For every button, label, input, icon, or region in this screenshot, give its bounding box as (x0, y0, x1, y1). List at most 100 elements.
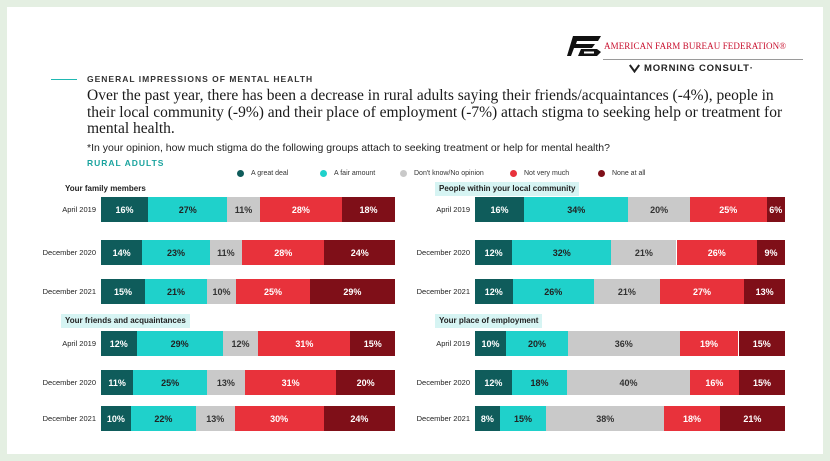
bar-segment-dont-know: 20% (628, 197, 690, 222)
legend-label: Don't know/No opinion (414, 169, 484, 177)
row-label: December 2021 (42, 287, 96, 296)
afbf-logo-text: AMERICAN FARM BUREAU FEDERATION® (604, 41, 787, 51)
legend-swatch (237, 169, 244, 177)
afbf-logo: AMERICAN FARM BUREAU FEDERATION® (567, 36, 786, 56)
bar-segment-none-at-all: 24% (324, 240, 395, 265)
bar-segment-a-fair-amount: 20% (506, 331, 568, 356)
bar-segment-dont-know: 11% (209, 240, 243, 265)
bar-segment-dont-know: 38% (546, 406, 665, 431)
bar-segment-a-great-deal: 10% (101, 406, 131, 431)
bar-segment-dont-know: 12% (222, 331, 259, 356)
bar-segment-not-very-much: 18% (664, 406, 720, 431)
bar-segment-not-very-much: 28% (259, 197, 343, 222)
panel-title: Your friends and acquaintances (61, 314, 190, 328)
bar-segment-dont-know: 40% (567, 370, 690, 395)
legend-swatch (598, 169, 605, 177)
legend-item-not-very-much: Not very much (510, 167, 569, 179)
row-label: December 2021 (416, 414, 470, 423)
bar-segment-a-great-deal: 14% (101, 240, 143, 265)
bar-segment-dont-know: 10% (206, 279, 237, 304)
legend-label: Not very much (524, 169, 570, 177)
bar-segment-a-great-deal: 15% (101, 279, 146, 304)
panel-title: People within your local community (435, 182, 580, 196)
bar-segment-a-great-deal: 12% (101, 331, 137, 356)
bar-segment-a-fair-amount: 21% (145, 279, 207, 304)
bar-segment-not-very-much: 26% (676, 240, 758, 265)
bar-segment-a-great-deal: 11% (101, 370, 134, 395)
morning-consult-logo: MORNING CONSULT· (629, 63, 754, 74)
bar-segment-a-great-deal: 12% (475, 240, 513, 265)
row-label: April 2019 (436, 205, 470, 214)
legend-label: None at all (612, 169, 646, 177)
bar-segment-dont-know: 13% (206, 370, 246, 395)
bar-segment-none-at-all: 15% (738, 331, 785, 356)
bar-segment-none-at-all: 24% (323, 406, 395, 431)
bar-segment-dont-know: 21% (611, 240, 677, 265)
legend-label: A great deal (251, 169, 289, 177)
bar-segment-none-at-all: 6% (766, 197, 785, 222)
bar-segment-none-at-all: 20% (336, 370, 395, 395)
headline: Over the past year, there has been a dec… (87, 87, 783, 137)
bar-segment-not-very-much: 27% (659, 279, 745, 304)
farm-bureau-logo-icon (567, 36, 601, 56)
bar-segment-a-fair-amount: 22% (130, 406, 197, 431)
row-label: April 2019 (436, 339, 470, 348)
legend-swatch (320, 169, 327, 177)
bar-segment-not-very-much: 31% (245, 370, 337, 395)
bar-segment-not-very-much: 28% (242, 240, 325, 265)
bar-segment-none-at-all: 18% (342, 197, 395, 222)
legend-item-a-fair-amount: A fair amount (320, 167, 375, 179)
bar-segment-none-at-all: 15% (738, 370, 785, 395)
section-title: GENERAL IMPRESSIONS OF MENTAL HEALTH (87, 74, 314, 84)
bar-segment-a-great-deal: 12% (475, 370, 512, 395)
bar-segment-a-fair-amount: 15% (499, 406, 547, 431)
survey-question: *In your opinion, how much stigma do the… (87, 142, 610, 154)
bar-segment-not-very-much: 25% (236, 279, 310, 304)
subgroup-label: RURAL ADULTS (87, 158, 165, 168)
bar-segment-a-great-deal: 12% (475, 279, 513, 304)
bar-segment-dont-know: 36% (568, 331, 680, 356)
legend-swatch (510, 169, 517, 177)
panel-title: Your family members (65, 184, 146, 193)
row-label: December 2020 (42, 248, 96, 257)
morning-consult-m-icon (629, 64, 640, 73)
legend-item-none-at-all: None at all (598, 167, 645, 179)
row-label: December 2020 (42, 378, 96, 387)
bar-segment-dont-know: 11% (227, 197, 260, 222)
slide: AMERICAN FARM BUREAU FEDERATION® MORNING… (7, 7, 823, 454)
bar-segment-a-great-deal: 16% (475, 197, 525, 222)
row-label: December 2020 (416, 378, 470, 387)
row-label: December 2021 (42, 414, 96, 423)
bar-segment-a-fair-amount: 25% (133, 370, 207, 395)
bar-segment-a-fair-amount: 29% (136, 331, 223, 356)
bar-segment-none-at-all: 9% (757, 240, 785, 265)
row-label: April 2019 (62, 205, 96, 214)
bar-segment-none-at-all: 13% (744, 279, 785, 304)
bar-segment-not-very-much: 25% (689, 197, 767, 222)
bar-segment-none-at-all: 21% (719, 406, 785, 431)
bar-segment-a-great-deal: 8% (475, 406, 500, 431)
row-label: December 2020 (416, 248, 470, 257)
bar-segment-dont-know: 13% (196, 406, 235, 431)
panel-title: Your place of employment (435, 314, 543, 328)
legend-item-dont-know: Don't know/No opinion (400, 167, 484, 179)
bar-segment-a-fair-amount: 18% (511, 370, 568, 395)
legend-label: A fair amount (334, 169, 376, 177)
logo-divider (603, 59, 803, 60)
bar-segment-none-at-all: 15% (350, 331, 395, 356)
bar-segment-dont-know: 21% (593, 279, 660, 304)
bar-segment-a-fair-amount: 34% (524, 197, 629, 222)
bar-segment-none-at-all: 29% (309, 279, 395, 304)
bar-segment-not-very-much: 19% (679, 331, 739, 356)
row-label: December 2021 (416, 287, 470, 296)
legend-swatch (400, 169, 407, 177)
bar-segment-not-very-much: 16% (689, 370, 739, 395)
bar-segment-not-very-much: 31% (258, 331, 351, 356)
bar-segment-a-fair-amount: 26% (512, 279, 594, 304)
legend-item-a-great-deal: A great deal (237, 167, 288, 179)
bar-segment-a-fair-amount: 32% (512, 240, 612, 265)
section-accent-line (51, 79, 77, 80)
bar-segment-not-very-much: 30% (234, 406, 324, 431)
bar-segment-a-great-deal: 16% (101, 197, 149, 222)
row-label: April 2019 (62, 339, 96, 348)
